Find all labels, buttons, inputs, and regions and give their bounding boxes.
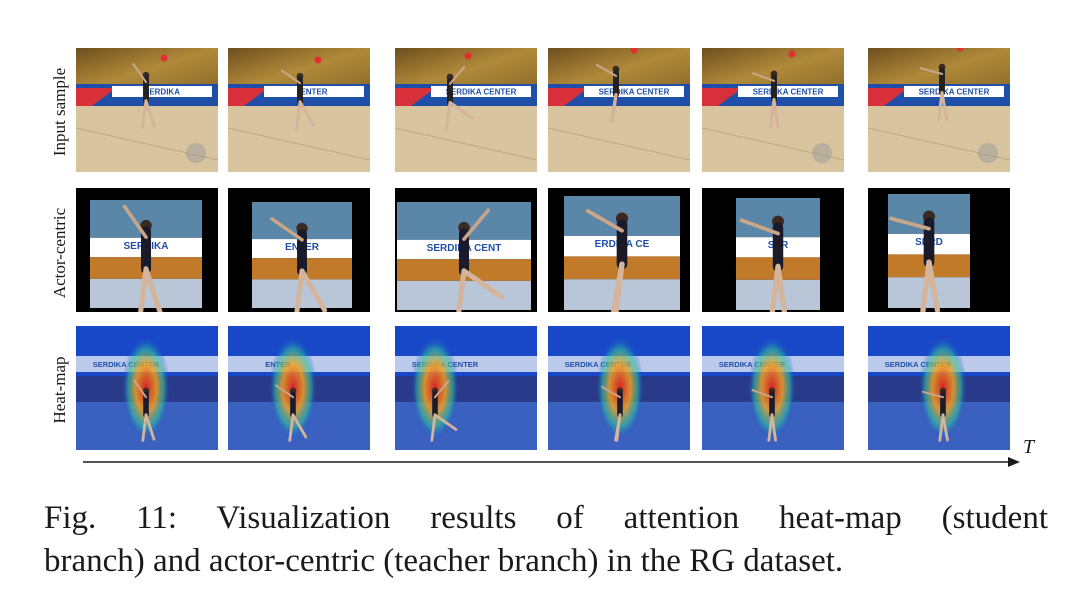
actor-centric-frame: SER <box>702 188 844 312</box>
time-axis-label: T <box>1023 436 1035 458</box>
input-sample-frame: SERDIKA CENTER <box>548 48 690 172</box>
banner-text: SERDIKA CENTER <box>919 88 990 97</box>
time-axis-arrowhead <box>1008 457 1020 467</box>
heat-map-frame: SERDIKA CENTER <box>702 326 844 450</box>
heat-map-frame: SERDIKA CENTER <box>76 326 218 450</box>
input-sample-frame: SERDIKA CENTER <box>395 48 537 172</box>
banner-text: SERDIKA CENTER <box>565 360 632 369</box>
time-axis <box>83 457 1020 467</box>
banner-text: SERDIKA CENTER <box>446 88 517 97</box>
heat-map-frame: SERDIKA CENTER <box>868 326 1010 450</box>
input-sample-frame: SERDIKA CENTER <box>702 48 844 172</box>
actor-centric-frame: SERD <box>868 188 1010 312</box>
figure-caption: Fig. 11: Visualization results of attent… <box>44 497 1048 583</box>
heat-map-frame: SERDIKA CENTER <box>395 326 537 450</box>
banner-text: SERDIKA CENTER <box>599 88 670 97</box>
input-sample-frame: SERDIKA <box>76 48 218 172</box>
input-sample-frame: SERDIKA CENTER <box>868 48 1010 172</box>
actor-centric-frame: SERDIKA CENT <box>395 188 537 312</box>
heat-map-frame: ENTER <box>228 326 370 450</box>
actor-centric-frame: ENTER <box>228 188 370 312</box>
actor-centric-frame: SERDIKA <box>76 188 218 312</box>
input-sample-frame: ENTER <box>228 48 370 172</box>
figure: Input sample Actor-centric Heat-map SERD… <box>50 48 1035 467</box>
banner-text: ENTER <box>300 88 327 97</box>
banner-text: SERDIKA CENTER <box>885 360 952 369</box>
actor-centric-frame: ERDIKA CE <box>548 188 690 312</box>
caption-line-2: branch) and actor-centric (teacher branc… <box>44 543 844 579</box>
banner-text: SERDIKA <box>144 88 180 97</box>
heat-map-frame: SERDIKA CENTER <box>548 326 690 450</box>
banner-text: SERDIKA CENTER <box>753 88 824 97</box>
caption-line-1: Fig. 11: Visualization results of attent… <box>44 500 1048 536</box>
